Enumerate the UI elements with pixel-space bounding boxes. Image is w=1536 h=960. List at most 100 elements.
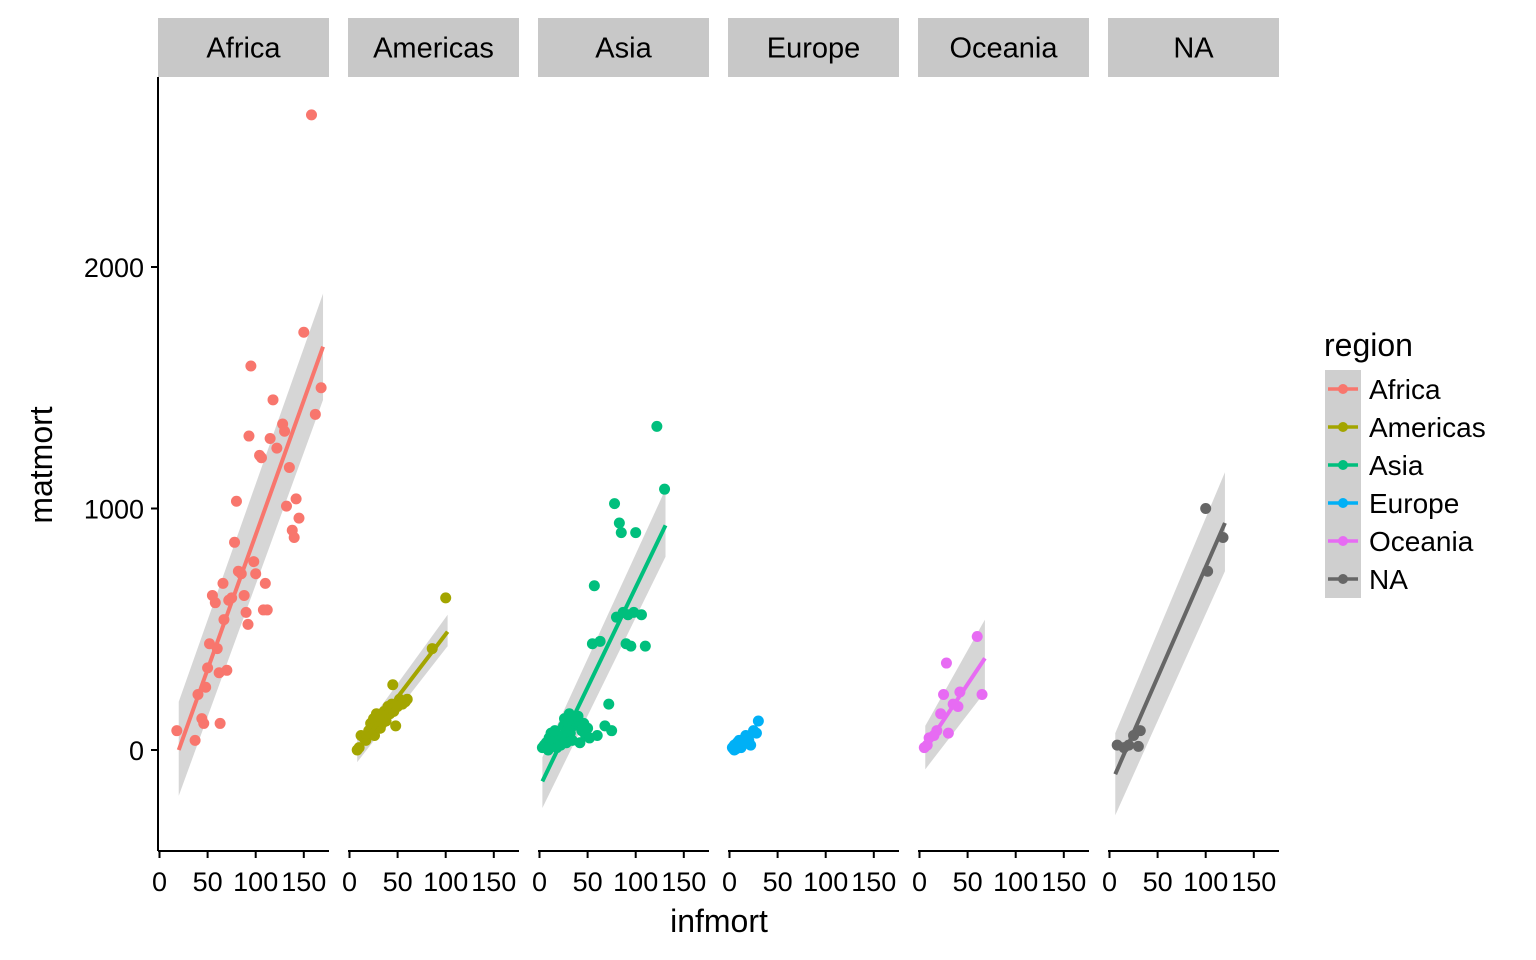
legend-key-point bbox=[1338, 536, 1348, 546]
x-tick-label: 0 bbox=[722, 867, 737, 897]
data-point bbox=[315, 382, 327, 394]
data-point bbox=[198, 717, 210, 729]
data-point bbox=[625, 640, 637, 652]
x-tick-label: 100 bbox=[803, 867, 848, 897]
data-point bbox=[290, 493, 302, 505]
data-point bbox=[283, 461, 295, 473]
data-point bbox=[588, 580, 600, 592]
x-tick-label: 100 bbox=[233, 867, 278, 897]
x-tick-label: 50 bbox=[193, 867, 223, 897]
data-point bbox=[305, 109, 317, 121]
x-tick-label: 150 bbox=[851, 867, 896, 897]
facet-strip-label: NA bbox=[1173, 33, 1214, 65]
data-point bbox=[591, 730, 603, 742]
facet-strip bbox=[1108, 18, 1279, 77]
data-point bbox=[651, 420, 663, 432]
data-point bbox=[280, 500, 292, 512]
data-point bbox=[390, 720, 402, 732]
facet-strip bbox=[158, 18, 329, 77]
facet-panel-1: Americas 0 50 100 150 bbox=[342, 18, 519, 897]
x-tick-label: 100 bbox=[423, 867, 468, 897]
data-point bbox=[217, 577, 229, 589]
data-point bbox=[261, 604, 273, 616]
facet-strip bbox=[348, 18, 519, 77]
x-tick-label: 0 bbox=[1102, 867, 1117, 897]
data-point bbox=[387, 679, 399, 691]
facet-strip-label: Europe bbox=[767, 33, 861, 65]
data-point bbox=[938, 688, 950, 700]
data-point bbox=[606, 725, 618, 737]
data-point bbox=[171, 725, 183, 737]
fit-line bbox=[355, 630, 450, 752]
legend-key-point bbox=[1338, 422, 1348, 432]
x-axis-title: infmort bbox=[670, 903, 768, 939]
data-point bbox=[250, 568, 262, 580]
data-point bbox=[401, 693, 413, 705]
data-point bbox=[238, 589, 250, 601]
y-tick-label: 0 bbox=[129, 736, 144, 766]
data-point bbox=[615, 527, 627, 539]
data-point bbox=[1200, 503, 1212, 514]
facet-panel-5: NA 0 50 100 150 bbox=[1102, 18, 1279, 897]
x-tick-label: 150 bbox=[281, 867, 326, 897]
facet-strip-label: Asia bbox=[595, 33, 652, 65]
y-axis-title: matmort bbox=[23, 406, 59, 523]
data-point bbox=[288, 531, 300, 543]
facet-strip-label: Africa bbox=[206, 33, 281, 65]
facet-panel-3: Europe 0 50 100 150 bbox=[722, 18, 899, 897]
fit-line bbox=[923, 657, 987, 749]
legend-title: region bbox=[1324, 327, 1413, 363]
x-tick-label: 150 bbox=[661, 867, 706, 897]
facet-panel-4: Oceania 0 50 100 150 bbox=[912, 18, 1089, 897]
x-tick-label: 100 bbox=[1183, 867, 1228, 897]
facet-panel-2: Asia 0 50 100 150 bbox=[532, 18, 709, 897]
data-point bbox=[240, 606, 252, 618]
data-point bbox=[940, 657, 952, 669]
fit-line bbox=[540, 524, 668, 783]
x-tick-label: 150 bbox=[1231, 867, 1276, 897]
y-axis: 0 1000 2000 bbox=[84, 77, 159, 851]
facet-strip-label: Oceania bbox=[949, 33, 1058, 65]
facet-panel-0: Africa 0 50 100 150 bbox=[152, 18, 329, 897]
data-point bbox=[440, 592, 452, 604]
legend-label: Americas bbox=[1369, 412, 1486, 443]
x-tick-label: 100 bbox=[993, 867, 1038, 897]
data-point bbox=[189, 734, 201, 746]
legend-key-point bbox=[1338, 460, 1348, 470]
data-point bbox=[259, 577, 271, 589]
legend-key-point bbox=[1338, 498, 1348, 508]
data-point bbox=[243, 430, 255, 442]
data-point bbox=[613, 517, 625, 529]
x-tick-label: 50 bbox=[763, 867, 793, 897]
data-point bbox=[639, 640, 651, 652]
x-tick-label: 0 bbox=[532, 867, 547, 897]
data-point bbox=[298, 326, 310, 338]
data-point bbox=[745, 739, 757, 751]
data-point bbox=[221, 664, 233, 676]
fit-line bbox=[1113, 522, 1227, 775]
facet-strip bbox=[728, 18, 899, 77]
data-point bbox=[293, 512, 305, 524]
facet-strip-label: Americas bbox=[373, 33, 494, 65]
data-point bbox=[271, 442, 283, 454]
x-tick-label: 50 bbox=[573, 867, 603, 897]
y-tick-label: 2000 bbox=[84, 253, 144, 283]
data-point bbox=[1132, 740, 1144, 752]
legend-label: NA bbox=[1369, 564, 1408, 595]
x-tick-label: 0 bbox=[912, 867, 927, 897]
data-point bbox=[630, 527, 642, 539]
legend-label: Asia bbox=[1369, 450, 1424, 481]
x-tick-label: 50 bbox=[383, 867, 413, 897]
data-point bbox=[230, 495, 242, 507]
data-point bbox=[309, 408, 321, 420]
data-point bbox=[935, 708, 947, 720]
facet-strip bbox=[918, 18, 1089, 77]
data-point bbox=[255, 452, 267, 464]
data-point bbox=[248, 556, 260, 568]
legend-key-point bbox=[1338, 384, 1348, 394]
data-point bbox=[635, 609, 647, 621]
data-point bbox=[752, 715, 764, 727]
data-point bbox=[750, 727, 762, 739]
